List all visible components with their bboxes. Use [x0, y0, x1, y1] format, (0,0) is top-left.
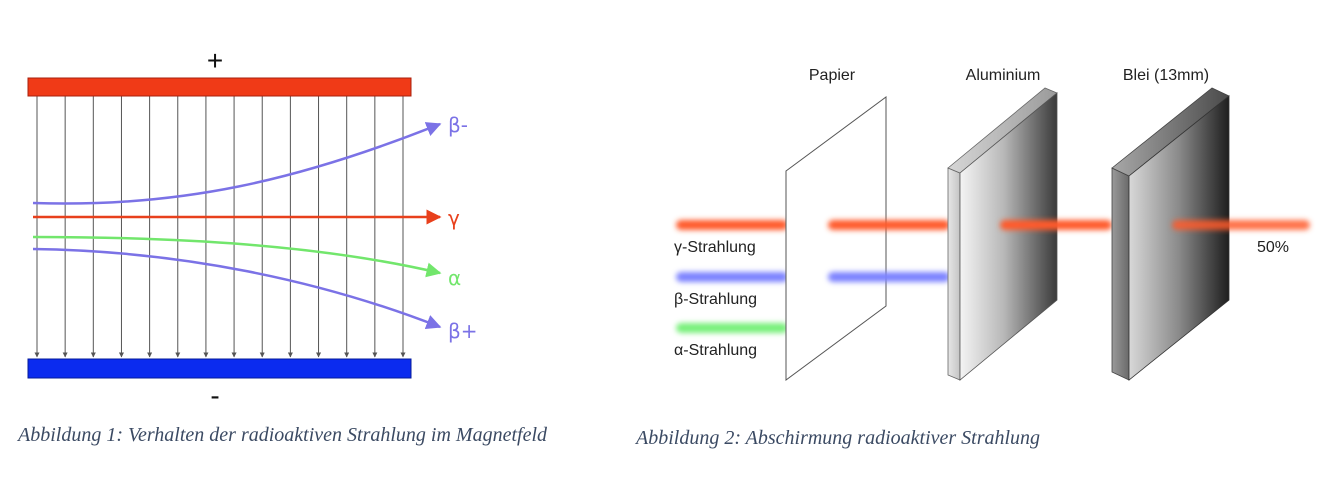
lead-label: Blei (13mm)	[1123, 67, 1209, 84]
minus-sign-label: -	[210, 380, 219, 411]
paper-label: Papier	[809, 67, 856, 84]
beta-plus-ray	[32, 247, 442, 330]
beta-plus-label: β+	[448, 319, 478, 343]
remaining-fraction-label: 50%	[1257, 239, 1289, 256]
negative-plate	[27, 358, 412, 379]
alpha-beam-in	[676, 323, 788, 333]
positive-plate	[27, 77, 412, 97]
beta-beam-in	[676, 272, 788, 282]
alpha-ray	[32, 235, 442, 278]
aluminium-slab	[947, 87, 1058, 381]
figure-shielding: Papier Aluminium Blei (13mm)	[674, 67, 1310, 381]
paper-sheet	[785, 96, 887, 381]
gamma-beam-after-aluminium	[1000, 220, 1112, 230]
beta-radiation-label: β-Strahlung	[674, 291, 757, 308]
beta-minus-ray	[32, 122, 442, 205]
gamma-beam-after-paper	[828, 220, 950, 230]
figure1-caption: Abbildung 1: Verhalten der radioaktiven …	[18, 424, 548, 446]
figure2-caption: Abbildung 2: Abschirmung radioaktiver St…	[636, 427, 1041, 449]
figure-magnetic-field: + - β- γ α β+	[27, 45, 478, 411]
lead-slab	[1111, 87, 1230, 381]
gamma-beam-in	[676, 220, 788, 230]
beam-after-aluminium	[1000, 220, 1112, 230]
gamma-beam-after-lead	[1172, 220, 1310, 230]
incoming-beams	[676, 220, 788, 333]
beam-after-lead	[1172, 220, 1310, 230]
aluminium-label: Aluminium	[966, 67, 1041, 84]
beams-after-paper	[828, 220, 950, 282]
field-lines	[34, 96, 406, 358]
gamma-radiation-label: γ-Strahlung	[674, 239, 756, 256]
gamma-label: γ	[448, 206, 460, 230]
beta-minus-label: β-	[448, 113, 468, 137]
alpha-label: α	[448, 266, 461, 290]
beta-beam-after-paper	[828, 272, 950, 282]
plus-sign-label: +	[207, 45, 223, 76]
alpha-radiation-label: α-Strahlung	[674, 342, 757, 359]
